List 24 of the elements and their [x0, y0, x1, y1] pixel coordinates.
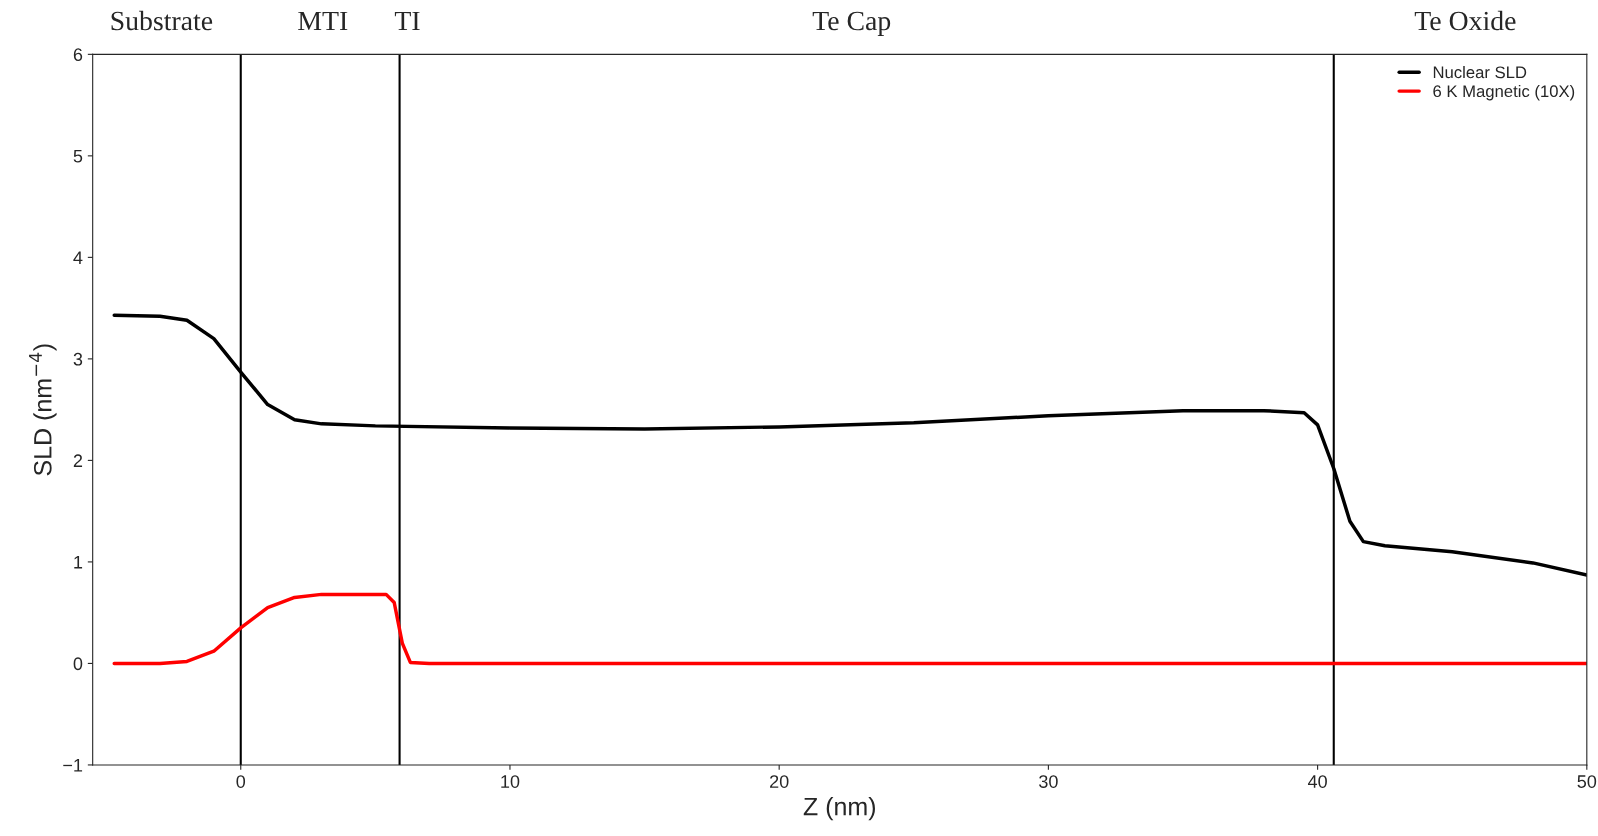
text: Substrate	[111, 10, 213, 31]
legend-label: 6 K Magnetic (10X)	[1433, 84, 1575, 101]
y-tick-label: 0	[73, 657, 83, 671]
x-tick-label: 50	[1577, 775, 1597, 788]
y-tick-label: 2	[73, 454, 83, 467]
x-tick-label: 20	[770, 775, 789, 788]
x-tick-label: 10	[501, 775, 520, 788]
y-tick-label: 6	[73, 48, 83, 62]
x-tick-label: 40	[1307, 775, 1327, 788]
y-tick-label: 3	[73, 352, 83, 366]
y-tick-label: −1	[63, 759, 83, 772]
x-tick-label: 30	[1039, 775, 1058, 788]
line-series	[112, 592, 1587, 666]
y-axis-title: SLD (nm$^{−4}$)	[29, 344, 57, 476]
y-tick-label: 1	[74, 556, 83, 569]
text: TI	[394, 11, 420, 31]
x-tick-label: 0	[236, 775, 246, 788]
text: MTI	[298, 11, 348, 31]
legend-label: Nuclear SLD	[1433, 66, 1527, 79]
y-tick-label: 5	[73, 149, 83, 163]
y-tick-label: 4	[73, 251, 83, 264]
text: Te Oxide	[1414, 10, 1516, 31]
text: Te Cap	[812, 11, 891, 36]
x-axis-title: Z (nm)	[803, 797, 875, 821]
